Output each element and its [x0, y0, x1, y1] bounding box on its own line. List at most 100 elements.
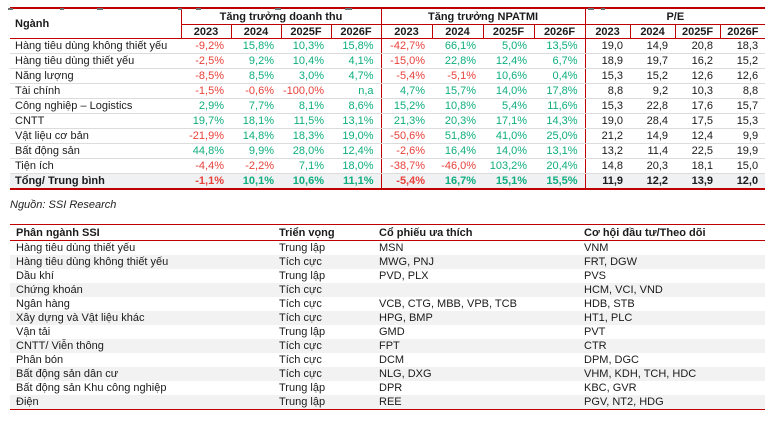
pe-value-2026F: 15,7: [720, 98, 766, 114]
revenue-value-2023: -4,4%: [181, 158, 231, 174]
subsector-name: Dầu khí: [16, 270, 54, 282]
subsector-name: Phân bón: [16, 354, 64, 366]
table-row: Chứng khoán Tích cực HCM, VCI, VND: [10, 283, 765, 297]
pe-value-2026F: 12,6: [720, 68, 766, 84]
revenue-value-2024: 10,1%: [231, 173, 281, 190]
revenue-value-2023: -1,5%: [181, 83, 231, 99]
outlook-value: Tích cực: [279, 368, 322, 380]
npatmi-value-2025F: 5,0%: [483, 38, 535, 54]
revenue-value-2024: 9,9%: [231, 143, 281, 159]
table-row: Hàng tiêu dùng không thiết yếu -9,2% 15,8%…: [10, 38, 766, 54]
npatmi-value-2024: 16,7%: [432, 173, 484, 190]
pe-value-2023: 14,8: [584, 158, 631, 174]
npatmi-value-2026F: 6,7%: [534, 53, 586, 69]
npatmi-value-2024: -5,1%: [432, 68, 484, 84]
pe-value-2024: 12,2: [630, 173, 676, 190]
table-row: Hàng tiêu dùng thiết yếu -2,5% 9,2% 10,4% 4,…: [10, 53, 766, 69]
npatmi-value-2023: 21,3%: [380, 113, 433, 129]
watch-stocks: VNM: [584, 242, 609, 254]
col-header-ssi-subsector: Phân ngành SSI: [10, 224, 273, 241]
revenue-value-2024: -0,6%: [231, 83, 281, 99]
pe-value-2026F: 9,9: [720, 128, 766, 144]
npatmi-value-2025F: 41,0%: [483, 128, 535, 144]
npatmi-value-2025F: 15,1%: [483, 173, 535, 190]
year-header: 2024: [629, 24, 676, 39]
pe-value-2024: 11,4: [630, 143, 676, 159]
subsector-name: Hàng tiêu dùng không thiết yếu: [16, 256, 169, 268]
npatmi-value-2024: 10,8%: [432, 98, 484, 114]
npatmi-value-2026F: 13,1%: [534, 143, 586, 159]
pe-value-2023: 18,9: [584, 53, 631, 69]
table-row: Tiện ích -4,4% -2,2% 7,1% 18,0% -38,7% -46,0% 1…: [10, 158, 766, 174]
revenue-value-2025F: 3,0%: [281, 68, 331, 84]
pe-value-2026F: 12,0: [720, 173, 766, 190]
revenue-value-2023: -21,9%: [181, 128, 231, 144]
table-row: Hàng tiêu dùng thiết yếu Trung lập MSN VNM: [10, 241, 765, 256]
sector-name: Hàng tiêu dùng không thiết yếu: [10, 38, 181, 54]
npatmi-value-2023: 4,7%: [380, 83, 433, 99]
pe-value-2023: 13,2: [584, 143, 631, 159]
group-header-row: Ngành Tăng trưởng doanh thu Tăng trưởng …: [10, 7, 766, 39]
npatmi-value-2023: -50,6%: [380, 128, 433, 144]
table-row: Tài chính -1,5% -0,6% -100,0% n,a 4,7% 15,7% 14…: [10, 83, 766, 99]
pe-value-2025F: 13,9: [675, 173, 721, 190]
col-group-npatmi-growth: Tăng trưởng NPATMI: [380, 7, 586, 25]
npatmi-value-2025F: 17,1%: [483, 113, 535, 129]
ssi-sector-outlook-table: Phân ngành SSI Triển vọng Cổ phiếu ưa th…: [10, 224, 765, 410]
sector-name: Tài chính: [10, 83, 181, 99]
npatmi-value-2024: 51,8%: [432, 128, 484, 144]
revenue-value-2023: -8,5%: [181, 68, 231, 84]
pe-value-2023: 15,3: [584, 98, 631, 114]
year-header: 2026F: [719, 24, 766, 39]
npatmi-value-2023: -5,4%: [380, 173, 433, 190]
col-group-pe: P/E: [584, 7, 766, 25]
pe-value-2026F: 18,3: [720, 38, 766, 54]
pe-value-2026F: 15,0: [720, 158, 766, 174]
year-header: 2023: [584, 24, 631, 39]
table2-header-row: Phân ngành SSI Triển vọng Cổ phiếu ưa th…: [10, 224, 765, 241]
sector-name: CNTT: [10, 113, 181, 129]
year-header: 2023: [180, 24, 231, 39]
year-header: 2024: [431, 24, 484, 39]
favorite-stocks: NLG, DXG: [379, 368, 432, 380]
outlook-value: Tích cực: [279, 256, 322, 268]
revenue-value-2024: 15,8%: [231, 38, 281, 54]
table-row: Dầu khí Trung lập PVD, PLX PVS: [10, 269, 765, 283]
sector-name: Tiện ích: [10, 158, 181, 174]
sector-name: Hàng tiêu dùng thiết yếu: [10, 53, 181, 69]
subsector-name: Xây dựng và Vật liệu khác: [16, 312, 145, 324]
npatmi-value-2025F: 5,4%: [483, 98, 535, 114]
outlook-value: Trung lập: [279, 242, 326, 254]
pe-value-2024: 9,2: [630, 83, 676, 99]
pe-value-2024: 14,9: [630, 38, 676, 54]
revenue-value-2026F: 4,1%: [331, 53, 382, 69]
year-header: 2025F: [482, 24, 535, 39]
favorite-stocks: DPR: [379, 382, 403, 394]
revenue-value-2026F: 13,1%: [331, 113, 382, 129]
revenue-value-2024: 7,7%: [231, 98, 281, 114]
year-header-row: 2023 2024 2025F 2026F 2023 2024 2025F 2026F 2023…: [10, 24, 766, 39]
year-header: 2026F: [533, 24, 586, 39]
pe-value-2025F: 18,1: [675, 158, 721, 174]
npatmi-value-2025F: 14,0%: [483, 143, 535, 159]
watch-stocks: FRT, DGW: [584, 256, 637, 268]
source-note: Nguồn: SSI Research: [10, 199, 117, 211]
subsector-name: CNTT/ Viễn thông: [16, 340, 104, 352]
pe-value-2024: 19,7: [630, 53, 676, 69]
table-row: Ngân hàng Tích cực VCB, CTG, MBB, VPB, TCB…: [10, 297, 765, 311]
pe-value-2024: 20,3: [630, 158, 676, 174]
pe-value-2024: 22,8: [630, 98, 676, 114]
pe-value-2026F: 15,3: [720, 113, 766, 129]
outlook-value: Trung lập: [279, 326, 326, 338]
npatmi-value-2023: 15,2%: [380, 98, 433, 114]
favorite-stocks: FPT: [379, 340, 400, 352]
subsector-name: Hàng tiêu dùng thiết yếu: [16, 242, 136, 254]
npatmi-value-2024: 22,8%: [432, 53, 484, 69]
revenue-value-2025F: 10,6%: [281, 173, 331, 190]
npatmi-value-2025F: 12,4%: [483, 53, 535, 69]
subsector-name: Chứng khoán: [16, 284, 83, 296]
subsector-name: Điện: [10, 395, 273, 410]
sector-forecast-table: Ngành Tăng trưởng doanh thu Tăng trưởng …: [10, 7, 766, 190]
outlook-value: Tích cực: [279, 340, 322, 352]
favorite-stocks: [373, 283, 578, 297]
